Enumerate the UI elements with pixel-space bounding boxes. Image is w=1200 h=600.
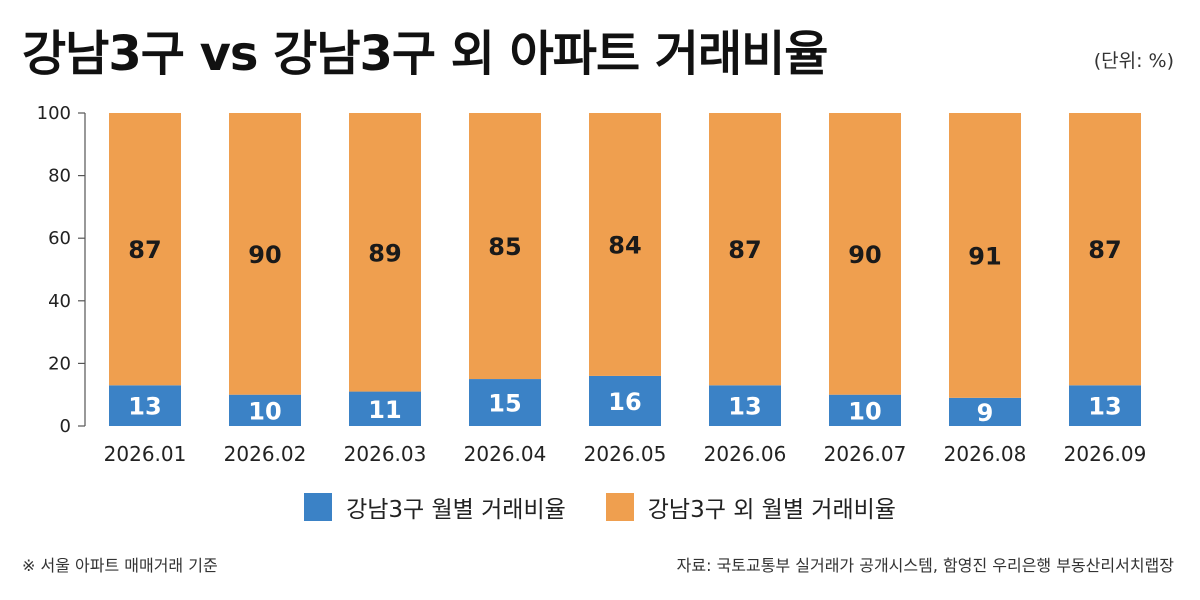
bar-non-gangnam bbox=[829, 113, 901, 395]
y-tick-label: 80 bbox=[48, 166, 71, 187]
y-tick-label: 40 bbox=[48, 291, 71, 312]
source-note: 자료: 국토교통부 실거래가 공개시스템, 함영진 우리은행 부동산리서치랩장 bbox=[676, 556, 1174, 575]
legend: 강남3구 월별 거래비율 강남3구 외 월별 거래비율 bbox=[0, 490, 1200, 524]
bar-non-gangnam bbox=[229, 113, 301, 395]
bar-gangnam bbox=[1069, 385, 1141, 426]
legend-item-gangnam: 강남3구 월별 거래비율 bbox=[304, 490, 566, 524]
x-tick-label: 2026.08 bbox=[944, 442, 1027, 466]
bar-gangnam bbox=[949, 397, 1021, 426]
data-label-gangnam: 10 bbox=[848, 397, 881, 425]
bar-non-gangnam bbox=[1069, 113, 1141, 386]
y-tick-label: 100 bbox=[37, 103, 71, 124]
footnote: ※ 서울 아파트 매매거래 기준 bbox=[22, 556, 218, 575]
data-label-gangnam: 13 bbox=[728, 393, 761, 421]
x-tick-label: 2026.07 bbox=[824, 442, 907, 466]
bar-gangnam bbox=[349, 391, 421, 426]
chart-title: 강남3구 vs 강남3구 외 아파트 거래비율 bbox=[22, 26, 828, 82]
bar-non-gangnam bbox=[109, 113, 181, 386]
legend-swatch-gangnam bbox=[304, 493, 333, 521]
legend-label-non-gangnam: 강남3구 외 월별 거래비율 bbox=[647, 497, 896, 523]
bar-gangnam bbox=[589, 375, 661, 426]
stacked-bar-chart: 0 20 40 60 80 100 13 87 2026.01 10 90 2026.02 11 89 20… bbox=[37, 103, 1147, 466]
data-label-non-gangnam: 87 bbox=[128, 236, 161, 264]
data-label-non-gangnam: 87 bbox=[728, 236, 761, 264]
data-label-gangnam: 10 bbox=[248, 397, 281, 425]
legend-swatch-non-gangnam bbox=[605, 493, 634, 521]
data-label-non-gangnam: 85 bbox=[488, 233, 521, 261]
x-tick-label: 2026.02 bbox=[224, 442, 307, 466]
bar-gangnam bbox=[469, 379, 541, 426]
data-label-non-gangnam: 90 bbox=[248, 241, 281, 269]
legend-item-non-gangnam: 강남3구 외 월별 거래비율 bbox=[605, 490, 896, 524]
legend-label-gangnam: 강남3구 월별 거래비율 bbox=[346, 497, 566, 523]
y-tick-label: 20 bbox=[48, 353, 71, 374]
data-label-non-gangnam: 87 bbox=[1088, 236, 1121, 264]
bar-gangnam bbox=[229, 394, 301, 426]
bar-non-gangnam bbox=[709, 113, 781, 386]
x-tick-label: 2026.03 bbox=[344, 442, 427, 466]
bar-gangnam bbox=[109, 385, 181, 426]
bar-non-gangnam bbox=[949, 113, 1021, 398]
x-tick-label: 2026.06 bbox=[704, 442, 787, 466]
y-tick-label: 60 bbox=[48, 228, 71, 249]
data-label-gangnam: 15 bbox=[488, 390, 521, 418]
data-label-gangnam: 13 bbox=[128, 393, 161, 421]
data-label-non-gangnam: 84 bbox=[608, 231, 641, 259]
x-tick-label: 2026.04 bbox=[464, 442, 547, 466]
x-tick-label: 2026.01 bbox=[104, 442, 187, 466]
data-label-non-gangnam: 90 bbox=[848, 241, 881, 269]
bar-non-gangnam bbox=[349, 113, 421, 392]
bar-non-gangnam bbox=[589, 113, 661, 376]
bar-gangnam bbox=[829, 394, 901, 426]
data-label-non-gangnam: 89 bbox=[368, 239, 401, 267]
x-tick-label: 2026.05 bbox=[584, 442, 667, 466]
data-label-gangnam: 9 bbox=[977, 399, 994, 427]
x-tick-label: 2026.09 bbox=[1064, 442, 1147, 466]
data-label-gangnam: 11 bbox=[368, 396, 401, 424]
y-tick-label: 0 bbox=[60, 416, 71, 437]
data-label-gangnam: 13 bbox=[1088, 393, 1121, 421]
unit-label: (단위: %) bbox=[1093, 50, 1174, 72]
data-label-gangnam: 16 bbox=[608, 388, 641, 416]
bar-gangnam bbox=[709, 385, 781, 426]
bar-non-gangnam bbox=[469, 113, 541, 380]
data-label-non-gangnam: 91 bbox=[968, 242, 1001, 270]
